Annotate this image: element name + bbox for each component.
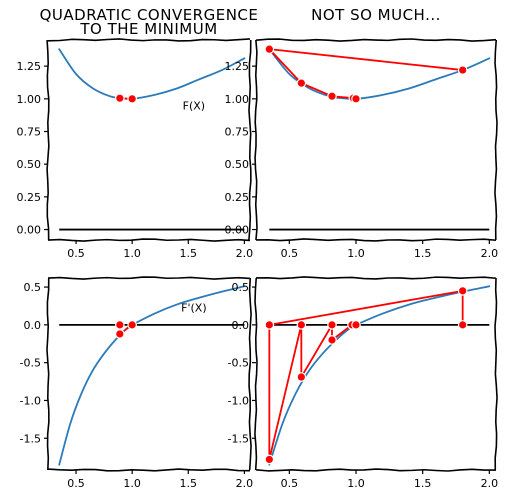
ytick-tr-4: 1.00	[225, 93, 250, 106]
frame-tr	[254, 38, 498, 242]
ytick-br-3: 0.0	[232, 319, 250, 332]
ytick-tr-0: 0.00	[225, 224, 250, 237]
iterate-point-bl-0	[115, 320, 125, 330]
iterate-point-br-9	[351, 320, 361, 330]
xtick-bl-3: 2.0	[236, 477, 254, 490]
iterate-point-br-2	[264, 320, 275, 330]
panel-top-right: NOT SO MUCH... 0.5 1.0 1.5 2.0 0.00 0.25 0.50 0.…	[225, 6, 499, 260]
xtick-tl-3: 2.0	[236, 247, 254, 260]
curve-tl	[58, 48, 246, 100]
iterate-point-br-7	[327, 335, 337, 345]
ytick-bl-4: 0.5	[24, 281, 42, 294]
xtick-tr-0: 0.5	[281, 247, 299, 260]
curve-tr	[268, 48, 491, 100]
ytick-br-4: 0.5	[232, 281, 250, 294]
ytick-br-1: -1.0	[228, 394, 249, 407]
xtick-br-3: 2.0	[481, 477, 499, 490]
iterate-point-br-0	[457, 320, 468, 330]
ytick-tl-0: 0.00	[17, 224, 42, 237]
ytick-bl-0: -1.5	[20, 432, 41, 445]
ytick-bl-3: 0.0	[24, 319, 42, 332]
xtick-bl-2: 1.5	[180, 477, 198, 490]
ytick-bl-1: -1.0	[20, 394, 41, 407]
title-tl-1: TO THE MINIMUM	[79, 20, 217, 38]
xtick-tl-2: 1.5	[180, 247, 198, 260]
iterate-point-br-1	[457, 286, 468, 296]
xtick-bl-1: 1.0	[123, 477, 141, 490]
iterate-path-tr	[268, 48, 463, 100]
curve-bl	[58, 285, 246, 466]
ytick-tl-1: 0.25	[17, 191, 42, 204]
ytick-br-2: -0.5	[228, 357, 249, 370]
xtick-tr-1: 1.0	[347, 247, 365, 260]
annotation-bl: F'(X)	[181, 301, 206, 314]
ytick-tr-2: 0.50	[225, 158, 250, 171]
title-tl-0: QUADRATIC CONVERGENCE	[40, 6, 259, 24]
iterate-point-tl-0	[115, 93, 125, 103]
iterate-point-br-3	[264, 454, 275, 465]
xtick-bl-0: 0.5	[67, 477, 85, 490]
iterate-point-tr-1	[264, 44, 275, 54]
iterate-point-br-4	[296, 320, 307, 330]
panel-bottom-right: 0.5 1.0 1.5 2.0 -1.5 -1.0 -0.5 0.0 0.5	[228, 276, 499, 490]
ytick-tl-2: 0.50	[17, 158, 42, 171]
iterate-point-br-6	[327, 320, 337, 330]
ytick-tr-3: 0.75	[225, 126, 250, 139]
iterate-path-br	[268, 289, 464, 461]
ytick-tl-5: 1.25	[17, 60, 42, 73]
annotation-tl: F(X)	[183, 99, 205, 112]
xtick-tl-0: 0.5	[67, 247, 85, 260]
xtick-tl-1: 1.0	[123, 247, 141, 260]
iterate-point-br-5	[296, 372, 307, 382]
xtick-tr-3: 2.0	[481, 247, 499, 260]
xtick-br-0: 0.5	[281, 477, 299, 490]
title-tr-0: NOT SO MUCH...	[311, 6, 441, 24]
iterate-point-tr-0	[457, 65, 468, 75]
xtick-br-2: 1.5	[414, 477, 432, 490]
ytick-tl-4: 1.00	[17, 93, 42, 106]
iterate-point-tr-5	[351, 94, 361, 104]
frame-bl	[46, 276, 252, 472]
xtick-tr-2: 1.5	[414, 247, 432, 260]
ytick-tl-3: 0.75	[17, 126, 42, 139]
panel-bottom-left: 0.5 1.0 1.5 2.0 -1.5 -1.0 -0.5 0.0 0.5 F'(X)	[20, 276, 254, 490]
ytick-tr-5: 1.25	[225, 60, 250, 73]
iterate-point-tl-1	[127, 94, 137, 104]
xtick-br-1: 1.0	[347, 477, 365, 490]
ytick-tr-1: 0.25	[225, 191, 250, 204]
frame-tl	[46, 38, 252, 242]
ytick-bl-2: -0.5	[20, 357, 41, 370]
iterate-point-bl-1	[115, 329, 125, 339]
frame-br	[254, 276, 498, 472]
iterate-point-tr-3	[327, 91, 337, 102]
iterate-point-tr-2	[296, 78, 307, 88]
ytick-br-0: -1.5	[228, 432, 249, 445]
iterate-point-bl-2	[127, 320, 137, 330]
